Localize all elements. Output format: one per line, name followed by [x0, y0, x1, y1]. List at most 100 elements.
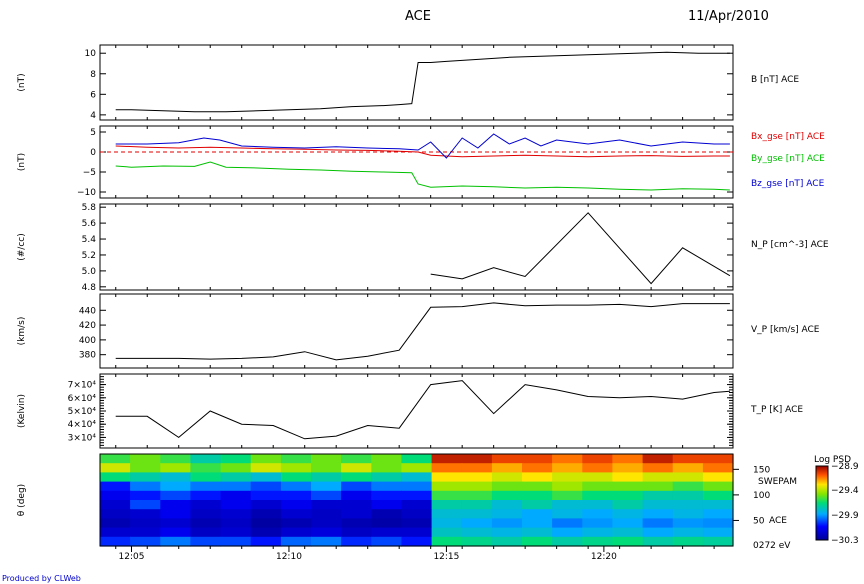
- heatmap-cell: [461, 518, 493, 529]
- heatmap-cell: [371, 454, 402, 464]
- heatmap-cell: [280, 490, 312, 501]
- heatmap-cell: [311, 500, 342, 510]
- y-unit-label: (nT): [17, 73, 27, 91]
- plot-frame: [99, 293, 734, 369]
- heatmap-cell: [100, 490, 131, 501]
- heatmap-cell: [190, 481, 222, 492]
- heatmap-cell: [341, 481, 372, 492]
- heatmap-cell: [431, 463, 463, 473]
- heatmap-cell: [642, 518, 674, 529]
- heatmap-cell: [190, 454, 222, 464]
- heatmap-cell: [461, 463, 493, 473]
- heatmap-cell: [341, 454, 372, 464]
- heatmap-cell: [672, 463, 704, 473]
- heatmap-cell: [461, 472, 493, 483]
- series-line: [115, 161, 730, 191]
- heatmap-cell: [461, 490, 493, 501]
- heatmap-cell: [130, 490, 161, 501]
- heatmap-cell: [522, 490, 553, 501]
- panel-1: (nT) 5 0 −5 −10 Bx_gse [nT] ACE By_gse [nT] AC…: [17, 125, 825, 199]
- heatmap-cell: [461, 536, 493, 547]
- heatmap-cell: [250, 472, 282, 483]
- series-line: [115, 380, 730, 440]
- heatmap-cell: [491, 536, 523, 547]
- heatmap-cell: [190, 490, 222, 501]
- heatmap-cell: [552, 472, 583, 483]
- heatmap-cell: [612, 500, 644, 510]
- legend-label: B [nT] ACE: [751, 75, 799, 85]
- y-tick-label: 5.8: [82, 203, 97, 213]
- heatmap-cell: [582, 472, 613, 483]
- heatmap-cell: [642, 463, 674, 473]
- heatmap-cell: [642, 454, 674, 464]
- heatmap-cell: [250, 536, 282, 547]
- heatmap-cell: [401, 490, 433, 501]
- heatmap-cell: [461, 481, 493, 492]
- heatmap-cell: [311, 463, 342, 473]
- heatmap-cell: [130, 518, 161, 529]
- heatmap-cell: [160, 518, 191, 529]
- heatmap-cell: [522, 518, 553, 529]
- heatmap-cell: [341, 527, 372, 538]
- heatmap-cell: [130, 509, 161, 519]
- heatmap-cell: [130, 527, 161, 538]
- colorbar-label: −28.9: [831, 462, 859, 472]
- y-tick-label: −10: [77, 188, 96, 198]
- heatmap-cell: [160, 463, 191, 473]
- y-tick-label: 4: [90, 111, 96, 121]
- heatmap-cell: [250, 463, 282, 473]
- y-tick-label: −5: [83, 168, 96, 178]
- heatmap-cell: [431, 527, 463, 538]
- heatmap-cell: [250, 490, 282, 501]
- heatmap-cell: [280, 536, 312, 547]
- heatmap-cell: [491, 509, 523, 519]
- heatmap-cell: [612, 481, 644, 492]
- heatmap-cell: [582, 518, 613, 529]
- y-tick-label: 5.0: [82, 267, 97, 277]
- heatmap-cell: [522, 500, 553, 510]
- y-unit-label: (km/s): [17, 317, 27, 346]
- heatmap-cell: [371, 463, 402, 473]
- y-tick-label: 4.8: [82, 283, 97, 293]
- heatmap-cell: [371, 500, 402, 510]
- heatmap-cell: [250, 500, 282, 510]
- heatmap-cell: [522, 472, 553, 483]
- heatmap-cell: [100, 518, 131, 529]
- heatmap-cell: [702, 509, 734, 519]
- heatmap-cell: [431, 481, 463, 492]
- y-unit-label: (#/cc): [17, 233, 27, 261]
- heatmap-cell: [130, 454, 161, 464]
- heatmap-cell: [160, 536, 191, 547]
- heatmap-cell: [311, 481, 342, 492]
- heatmap-cell: [341, 463, 372, 473]
- heatmap-cell: [612, 490, 644, 501]
- heatmap-cell: [100, 527, 131, 538]
- x-tick-label: 12:20: [591, 552, 617, 562]
- y-tick-label: 7×10⁴: [68, 381, 97, 391]
- heatmap-cell: [612, 463, 644, 473]
- energy-label: 0272 eV: [753, 541, 791, 551]
- heatmap-cell: [642, 536, 674, 547]
- heatmap-cell: [130, 472, 161, 483]
- y-tick-label: 5.4: [82, 235, 97, 245]
- legend-label: Bz_gse [nT] ACE: [751, 179, 825, 189]
- y-unit-label: θ (deg): [17, 484, 27, 516]
- heatmap-cell: [280, 527, 312, 538]
- heatmap-cell: [672, 509, 704, 519]
- heatmap-cell: [280, 509, 312, 519]
- heatmap-cell: [160, 454, 191, 464]
- heatmap-cell: [552, 527, 583, 538]
- heatmap-cell: [461, 509, 493, 519]
- y-tick-label: 5: [90, 128, 96, 138]
- heatmap-cell: [431, 509, 463, 519]
- heatmap-cell: [582, 500, 613, 510]
- heatmap-cell: [491, 481, 523, 492]
- y-tick-label: 400: [79, 336, 96, 346]
- panel-5: θ (deg) 150 100 50 SWEPAM ACE 0272 eV 12:05 12:1…: [17, 453, 859, 562]
- credit-text: Produced by CLWeb: [2, 574, 81, 583]
- heatmap-cell: [371, 490, 402, 501]
- heatmap-cell: [220, 454, 252, 464]
- heatmap-cell: [552, 500, 583, 510]
- colorbar-title: Log PSD: [814, 455, 851, 465]
- instrument-label: SWEPAM: [758, 477, 797, 487]
